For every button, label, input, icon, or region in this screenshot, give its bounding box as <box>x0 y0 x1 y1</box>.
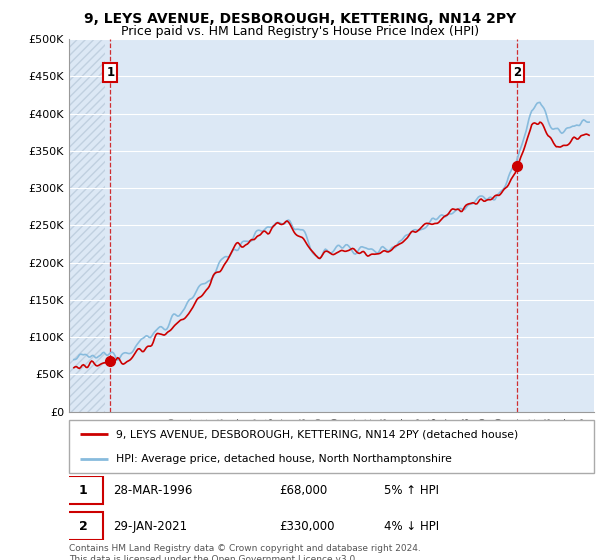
Text: £68,000: £68,000 <box>279 484 327 497</box>
Text: 9, LEYS AVENUE, DESBOROUGH, KETTERING, NN14 2PY (detached house): 9, LEYS AVENUE, DESBOROUGH, KETTERING, N… <box>116 430 518 440</box>
Text: 1: 1 <box>106 66 115 79</box>
Text: £330,000: £330,000 <box>279 520 335 533</box>
Text: 29-JAN-2021: 29-JAN-2021 <box>113 520 188 533</box>
Text: 9, LEYS AVENUE, DESBOROUGH, KETTERING, NN14 2PY: 9, LEYS AVENUE, DESBOROUGH, KETTERING, N… <box>84 12 516 26</box>
Text: Price paid vs. HM Land Registry's House Price Index (HPI): Price paid vs. HM Land Registry's House … <box>121 25 479 38</box>
Text: HPI: Average price, detached house, North Northamptonshire: HPI: Average price, detached house, Nort… <box>116 454 452 464</box>
Text: 4% ↓ HPI: 4% ↓ HPI <box>384 520 439 533</box>
Text: 5% ↑ HPI: 5% ↑ HPI <box>384 484 439 497</box>
Text: Contains HM Land Registry data © Crown copyright and database right 2024.
This d: Contains HM Land Registry data © Crown c… <box>69 544 421 560</box>
Text: 1: 1 <box>79 484 88 497</box>
FancyBboxPatch shape <box>69 420 594 473</box>
FancyBboxPatch shape <box>64 476 103 505</box>
Text: 2: 2 <box>79 520 88 533</box>
Text: 2: 2 <box>513 66 521 79</box>
Text: 28-MAR-1996: 28-MAR-1996 <box>113 484 193 497</box>
FancyBboxPatch shape <box>64 512 103 540</box>
Bar <box>69 39 105 412</box>
